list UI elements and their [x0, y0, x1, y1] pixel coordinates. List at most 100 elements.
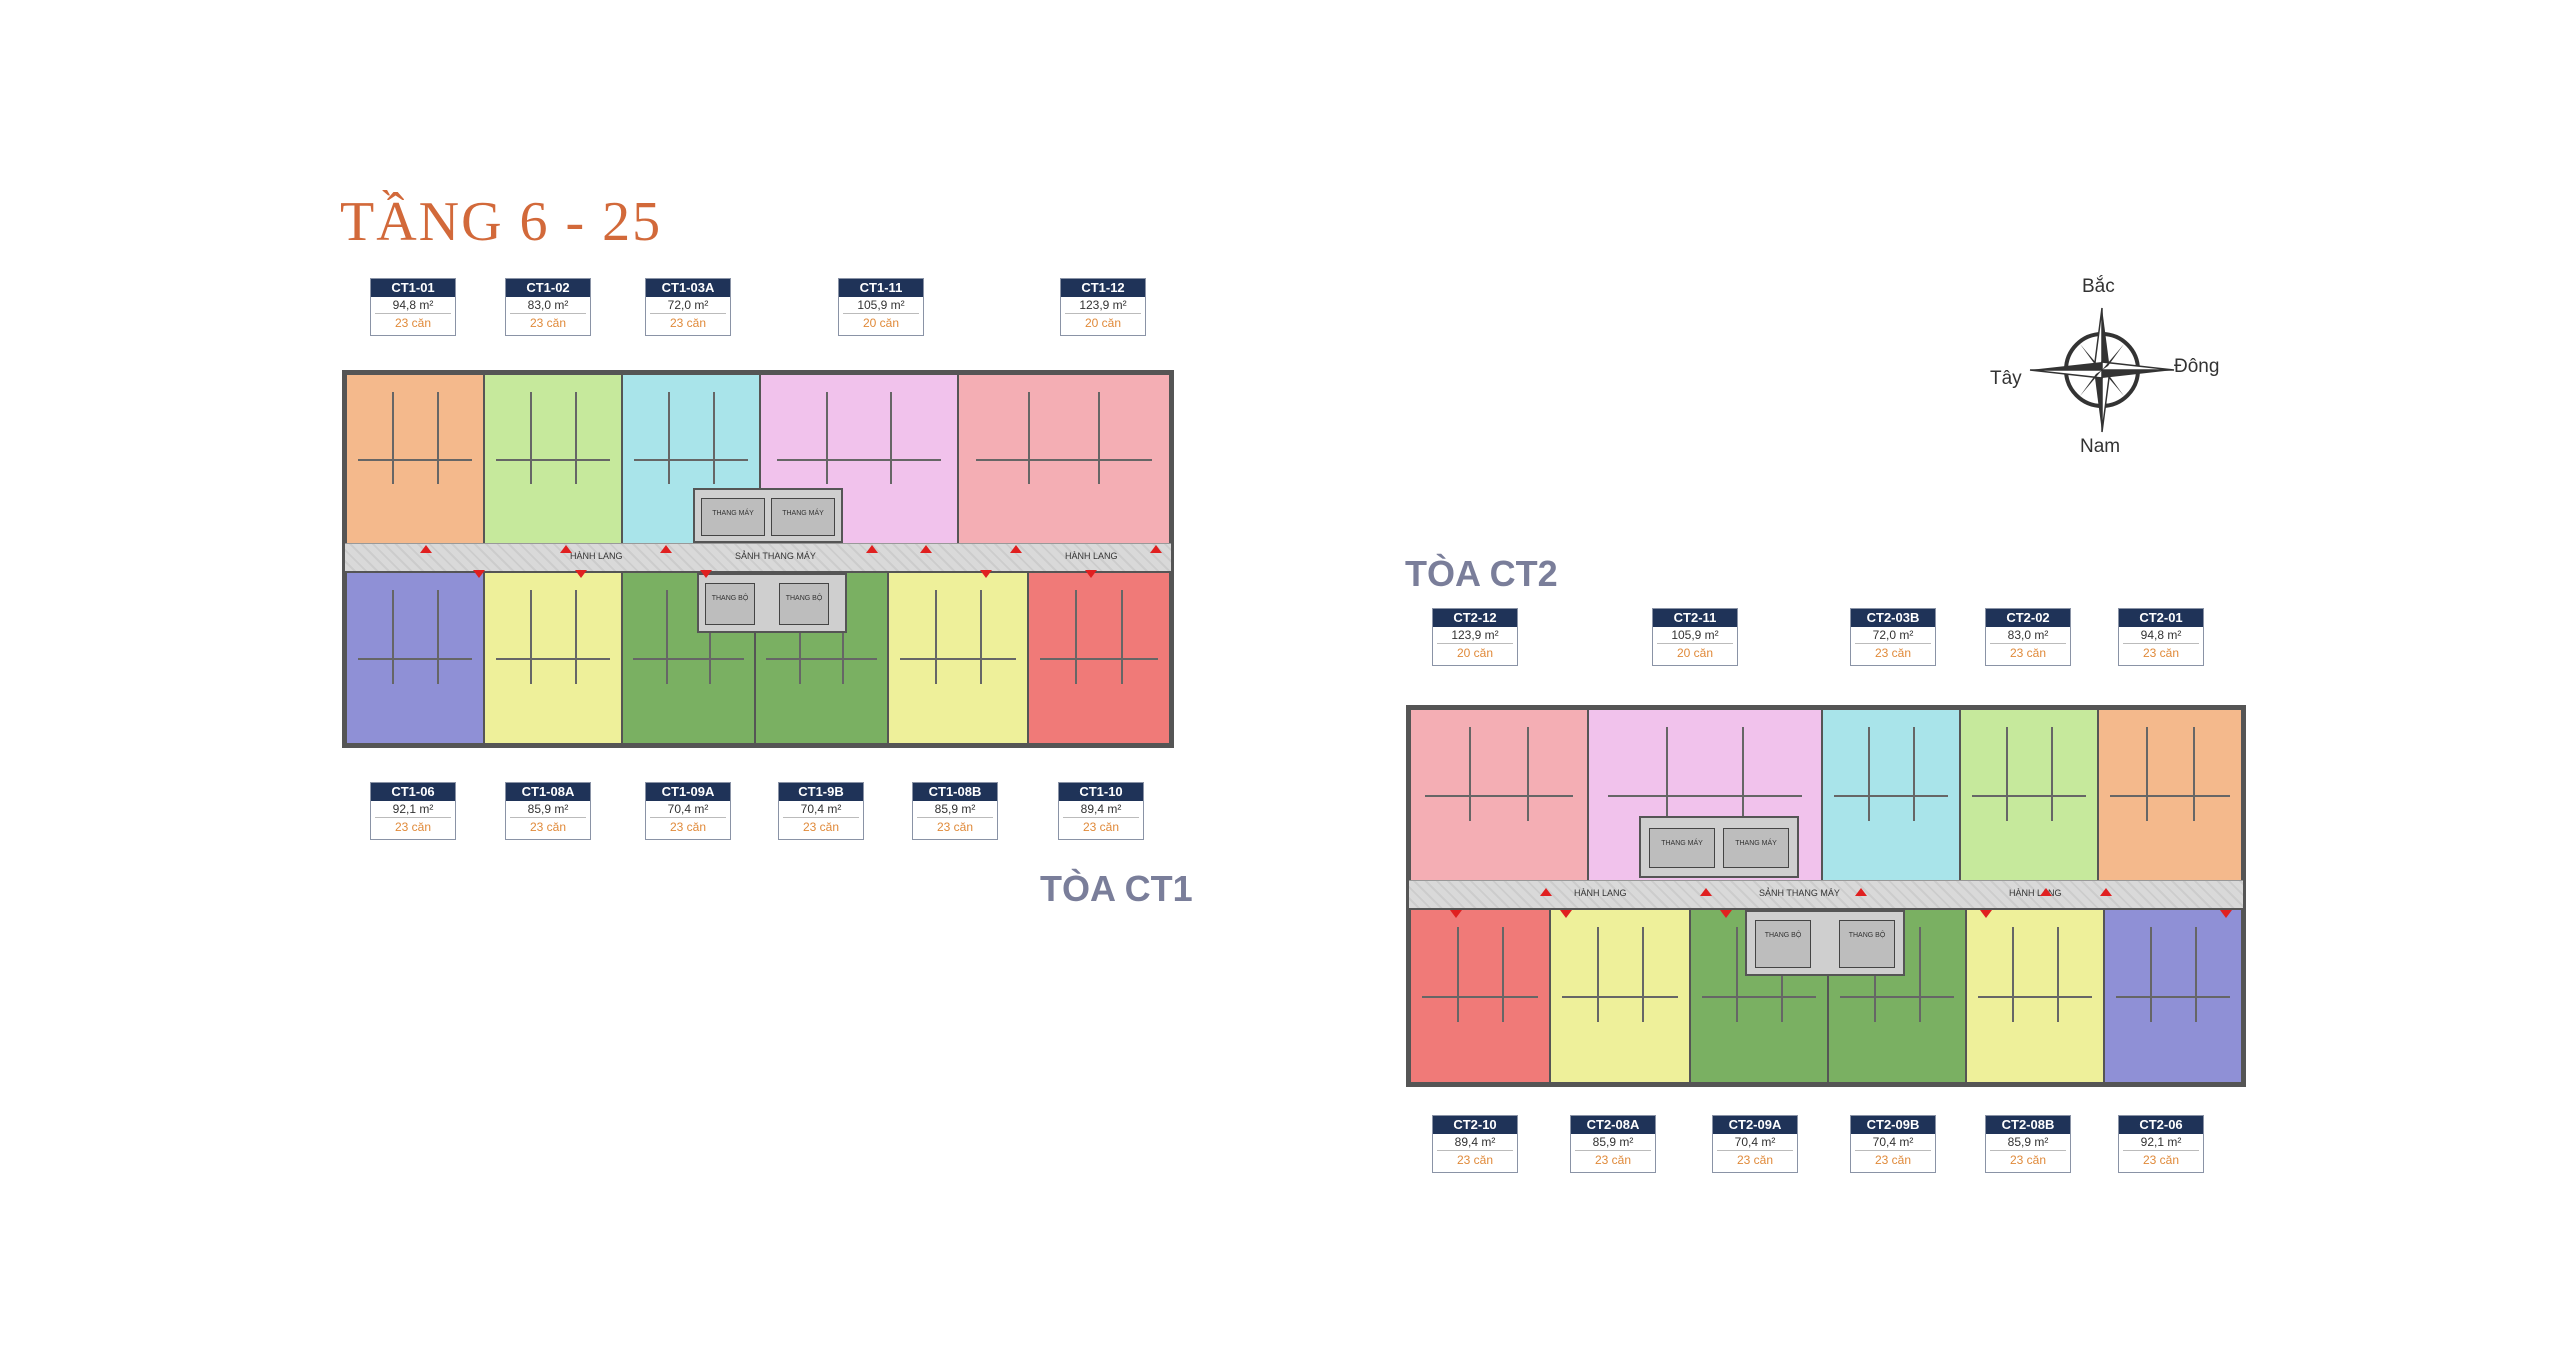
unit-ct2-12[interactable]: [1409, 708, 1589, 882]
unit-card-ct1-01[interactable]: CT1-01 94,8 m² 23 căn: [370, 278, 456, 336]
unit-card-ct2-08a[interactable]: CT2-08A 85,9 m² 23 căn: [1570, 1115, 1656, 1173]
unit-code: CT2-01: [2119, 609, 2203, 627]
interior-wall: [1735, 927, 1738, 1022]
unit-code: CT1-08A: [506, 783, 590, 801]
unit-count: 23 căn: [1456, 1153, 1494, 1167]
unit-code: CT1-03A: [646, 279, 730, 297]
unit-ct2-06[interactable]: [2103, 908, 2243, 1084]
unit-ct1-06[interactable]: [345, 571, 485, 745]
entry-marker-icon: [1855, 888, 1867, 896]
unit-count: 23 căn: [2142, 1153, 2180, 1167]
interior-wall: [495, 658, 611, 660]
entry-marker-icon: [1560, 910, 1572, 918]
unit-ct2-08b[interactable]: [1965, 908, 2105, 1084]
entry-marker-icon: [1450, 910, 1462, 918]
unit-card-ct1-9b[interactable]: CT1-9B 70,4 m² 23 căn: [778, 782, 864, 840]
unit-ct1-08a[interactable]: [483, 571, 623, 745]
unit-area: 70,4 m²: [1855, 1134, 1931, 1151]
unit-card-ct1-02[interactable]: CT1-02 83,0 m² 23 căn: [505, 278, 591, 336]
unit-area: 70,4 m²: [650, 801, 726, 818]
unit-card-ct1-12[interactable]: CT1-12 123,9 m² 20 căn: [1060, 278, 1146, 336]
unit-card-ct2-08b[interactable]: CT2-08B 85,9 m² 23 căn: [1985, 1115, 2071, 1173]
entry-marker-icon: [1150, 545, 1162, 553]
unit-ct1-08b[interactable]: [887, 571, 1029, 745]
unit-card-ct2-12[interactable]: CT2-12 123,9 m² 20 căn: [1432, 608, 1518, 666]
interior-wall: [2011, 927, 2014, 1022]
unit-count: 23 căn: [802, 820, 840, 834]
unit-code: CT2-10: [1433, 1116, 1517, 1134]
unit-card-ct2-01[interactable]: CT2-01 94,8 m² 23 căn: [2118, 608, 2204, 666]
stair-1: THANG BỘ: [705, 583, 755, 625]
interior-wall: [1977, 996, 2093, 998]
unit-area: 94,8 m²: [2123, 627, 2199, 644]
entry-marker-icon: [700, 570, 712, 578]
interior-wall: [529, 590, 532, 684]
corridor-label-left: HÀNH LANG: [570, 551, 623, 561]
interior-wall: [1075, 590, 1078, 684]
unit-card-ct1-06[interactable]: CT1-06 92,1 m² 23 căn: [370, 782, 456, 840]
unit-card-ct1-09a[interactable]: CT1-09A 70,4 m² 23 căn: [645, 782, 731, 840]
entry-marker-icon: [575, 570, 587, 578]
unit-ct2-08a[interactable]: [1549, 908, 1691, 1084]
unit-count: 23 căn: [2142, 646, 2180, 660]
interior-wall: [900, 658, 1016, 660]
entry-marker-icon: [980, 570, 992, 578]
unit-area: 85,9 m²: [1575, 1134, 1651, 1151]
unit-count: 20 căn: [1084, 316, 1122, 330]
elevator-2: THANG MÁY: [771, 498, 835, 536]
interior-wall: [1425, 795, 1573, 797]
entry-marker-icon: [2100, 888, 2112, 896]
unit-ct1-10[interactable]: [1027, 571, 1171, 745]
interior-wall: [1562, 996, 1678, 998]
entry-marker-icon: [1540, 888, 1552, 896]
unit-code: CT1-06: [371, 783, 455, 801]
unit-area: 70,4 m²: [783, 801, 859, 818]
unit-code: CT2-12: [1433, 609, 1517, 627]
corridor-label-lobby: SẢNH THANG MÁY: [1759, 888, 1840, 898]
unit-card-ct2-10[interactable]: CT2-10 89,4 m² 23 căn: [1432, 1115, 1518, 1173]
unit-count: 23 căn: [529, 316, 567, 330]
unit-ct1-02[interactable]: [483, 373, 623, 545]
unit-card-ct2-02[interactable]: CT2-02 83,0 m² 23 căn: [1985, 608, 2071, 666]
unit-area: 94,8 m²: [375, 297, 451, 314]
interior-wall: [1028, 391, 1031, 485]
interior-wall: [495, 459, 611, 461]
unit-card-ct1-11[interactable]: CT1-11 105,9 m² 20 căn: [838, 278, 924, 336]
unit-area: 92,1 m²: [2123, 1134, 2199, 1151]
interior-wall: [2149, 927, 2152, 1022]
unit-code: CT2-03B: [1851, 609, 1935, 627]
interior-wall: [1867, 727, 1870, 821]
building-label-ct1: TÒA CT1: [1040, 868, 1193, 909]
unit-card-ct1-03a[interactable]: CT1-03A 72,0 m² 23 căn: [645, 278, 731, 336]
entry-marker-icon: [2220, 910, 2232, 918]
entry-marker-icon: [1010, 545, 1022, 553]
stair-2: THANG BỘ: [1839, 920, 1895, 968]
unit-card-ct1-08a[interactable]: CT1-08A 85,9 m² 23 căn: [505, 782, 591, 840]
core-ct2: THANG MÁY THANG MÁY: [1639, 816, 1799, 878]
unit-ct2-02[interactable]: [1959, 708, 2099, 882]
unit-card-ct2-09a[interactable]: CT2-09A 70,4 m² 23 căn: [1712, 1115, 1798, 1173]
unit-count: 23 căn: [1736, 1153, 1774, 1167]
unit-ct2-03b[interactable]: [1821, 708, 1961, 882]
unit-card-ct1-08b[interactable]: CT1-08B 85,9 m² 23 căn: [912, 782, 998, 840]
unit-card-ct2-03b[interactable]: CT2-03B 72,0 m² 23 căn: [1850, 608, 1936, 666]
corridor-label-lobby: SẢNH THANG MÁY: [735, 551, 816, 561]
unit-ct2-10[interactable]: [1409, 908, 1551, 1084]
unit-ct1-01[interactable]: [345, 373, 485, 545]
unit-card-ct2-11[interactable]: CT2-11 105,9 m² 20 căn: [1652, 608, 1738, 666]
unit-count: 23 căn: [669, 316, 707, 330]
interior-wall: [2110, 795, 2230, 797]
unit-area: 105,9 m²: [843, 297, 919, 314]
unit-card-ct1-10[interactable]: CT1-10 89,4 m² 23 căn: [1058, 782, 1144, 840]
elevator-1: THANG MÁY: [701, 498, 765, 536]
unit-ct1-12[interactable]: [957, 373, 1171, 545]
interior-wall: [1040, 658, 1158, 660]
unit-code: CT2-06: [2119, 1116, 2203, 1134]
interior-wall: [1456, 927, 1459, 1022]
unit-card-ct2-06[interactable]: CT2-06 92,1 m² 23 căn: [2118, 1115, 2204, 1173]
unit-ct2-01[interactable]: [2097, 708, 2243, 882]
unit-card-ct2-09b[interactable]: CT2-09B 70,4 m² 23 căn: [1850, 1115, 1936, 1173]
unit-count: 23 căn: [394, 316, 432, 330]
interior-wall: [1596, 927, 1599, 1022]
compass-south: Nam: [2080, 436, 2121, 457]
